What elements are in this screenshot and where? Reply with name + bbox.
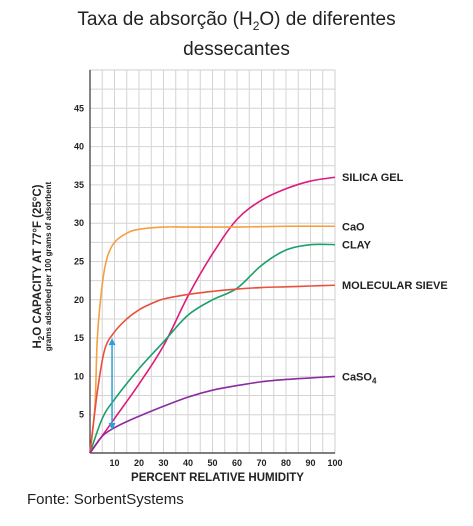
y-tick-label: 25 — [74, 257, 84, 267]
y-tick-label: 10 — [74, 371, 84, 381]
series-label-clay: CLAY — [342, 240, 372, 252]
series-line-clay — [89, 243, 336, 454]
y-tick-label: 35 — [74, 180, 84, 190]
x-tick-label: 10 — [109, 458, 119, 468]
x-tick-label: 60 — [232, 458, 242, 468]
title-part: Taxa de absorção (H — [77, 9, 253, 30]
y-tick-label: 15 — [74, 333, 84, 343]
series-line-caso4 — [89, 375, 336, 454]
grid — [90, 70, 335, 453]
x-tick-label: 30 — [158, 458, 168, 468]
chart-title: Taxa de absorção (H2O) de diferentes des… — [0, 8, 473, 62]
title-subscript: 2 — [252, 18, 260, 33]
annotation-arrowhead-up — [108, 338, 116, 346]
x-tick-label: 40 — [183, 458, 193, 468]
series-lines — [89, 176, 336, 454]
source-note: Fonte: SorbentSystems — [27, 491, 184, 508]
y-tick-label: 40 — [74, 142, 84, 152]
annotation-arrowhead-down — [108, 423, 116, 431]
y-axis-label: H2O CAPACITY AT 77°F (25°C) — [32, 184, 46, 348]
series-line-cao — [89, 225, 336, 454]
axes: 10 20 30 40 50 60 70 80 90 100 5 10 15 20 25 30 35 40 45 PE… — [32, 69, 343, 484]
y-tick-label: 45 — [74, 103, 84, 113]
labels: SILICA GEL CaO CLAY MOLECULAR SIEVE CaSO4 — [342, 172, 448, 385]
x-tick-label: 90 — [305, 458, 315, 468]
x-tick-label: 70 — [256, 458, 266, 468]
series-label-caso4: CaSO4 — [342, 371, 377, 385]
series-label-molecular-sieve: MOLECULAR SIEVE — [342, 280, 448, 292]
x-tick-label: 20 — [134, 458, 144, 468]
series-label-silica-gel: SILICA GEL — [342, 172, 404, 184]
title-part: O) de diferentes — [259, 9, 396, 30]
series-line-molecular-sieve — [89, 284, 336, 454]
series-line-silica-gel — [89, 176, 336, 454]
y-tick-label: 20 — [74, 295, 84, 305]
y-axis-sublabel: grams adsorbed per 100 grams of adsorben… — [44, 181, 53, 351]
y-tick-label: 5 — [79, 410, 84, 420]
y-tick-label: 30 — [74, 218, 84, 228]
x-tick-label: 80 — [281, 458, 291, 468]
x-axis-label: PERCENT RELATIVE HUMIDITY — [131, 472, 304, 484]
series-label-cao: CaO — [342, 221, 365, 233]
title-line-2: dessecantes — [183, 38, 290, 60]
x-tick-label: 100 — [327, 458, 342, 468]
annotation — [108, 338, 116, 431]
x-tick-label: 50 — [207, 458, 217, 468]
